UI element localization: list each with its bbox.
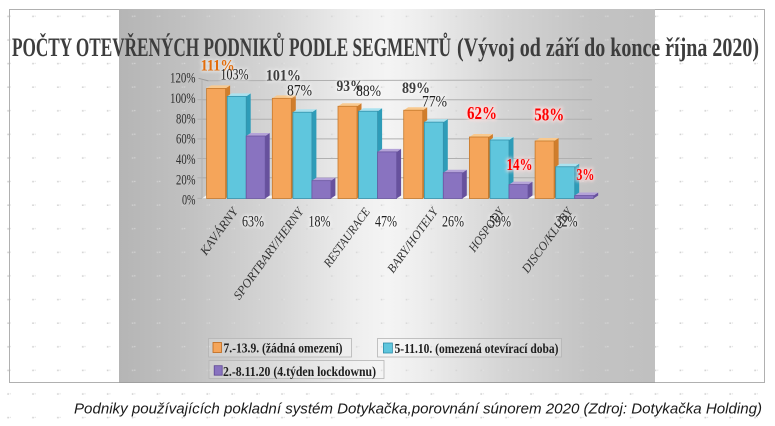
svg-text:77%: 77% — [422, 91, 447, 110]
svg-text:63%: 63% — [242, 212, 264, 231]
svg-text:60%: 60% — [176, 132, 196, 148]
svg-text:26%: 26% — [442, 212, 464, 231]
svg-text:93%: 93% — [337, 76, 364, 95]
svg-text:18%: 18% — [309, 212, 331, 231]
svg-text:88%: 88% — [356, 81, 381, 100]
svg-text:47%: 47% — [375, 212, 397, 231]
svg-text:103%: 103% — [221, 64, 249, 83]
svg-text:18%: 18% — [309, 212, 331, 231]
svg-text:77%: 77% — [422, 91, 447, 110]
svg-text:87%: 87% — [287, 80, 312, 99]
svg-text:Podniky používajících pokladní: Podniky používajících pokladní systém Do… — [74, 401, 762, 418]
svg-text:120%: 120% — [170, 71, 196, 87]
svg-text:103%: 103% — [221, 64, 249, 83]
svg-text:14%: 14% — [507, 155, 533, 174]
svg-text:47%: 47% — [375, 212, 397, 231]
svg-text:87%: 87% — [287, 80, 312, 99]
svg-text:101%: 101% — [266, 66, 301, 85]
svg-text:63%: 63% — [242, 212, 264, 231]
svg-text:89%: 89% — [402, 78, 430, 97]
svg-text:62%: 62% — [467, 103, 497, 123]
svg-text:101%: 101% — [266, 66, 301, 85]
svg-text:111%: 111% — [201, 56, 235, 75]
svg-text:111%: 111% — [201, 56, 235, 75]
svg-text:7.-13.9. (žádná omezení): 7.-13.9. (žádná omezení) — [224, 341, 343, 356]
svg-text:20%: 20% — [176, 172, 196, 188]
svg-text:2.-8.11.20 (4.týden lockdownu): 2.-8.11.20 (4.týden lockdownu) — [223, 364, 376, 379]
svg-text:0%: 0% — [182, 193, 196, 209]
svg-text:100%: 100% — [170, 91, 196, 107]
svg-text:26%: 26% — [442, 212, 464, 231]
svg-text:32%: 32% — [556, 212, 578, 231]
svg-text:(Vývoj od září do konce října: (Vývoj od září do konce října 2020) — [457, 32, 759, 62]
svg-text:3%: 3% — [576, 165, 594, 184]
svg-text:32%: 32% — [556, 212, 578, 231]
svg-text:62%: 62% — [467, 103, 497, 123]
svg-text:40%: 40% — [176, 152, 196, 168]
svg-text:88%: 88% — [356, 81, 381, 100]
svg-text:80%: 80% — [176, 111, 196, 127]
svg-text:59%: 59% — [489, 212, 511, 231]
svg-text:93%: 93% — [337, 76, 364, 95]
svg-text:14%: 14% — [507, 155, 533, 174]
svg-text:58%: 58% — [534, 105, 564, 125]
svg-text:3%: 3% — [576, 165, 594, 184]
svg-text:POČTY OTEVŘENÝCH PODNIKŮ PODLE: POČTY OTEVŘENÝCH PODNIKŮ PODLE SEGMENTŮ — [12, 31, 451, 62]
svg-text:58%: 58% — [534, 105, 564, 125]
svg-text:5-11.10. (omezená otevírací do: 5-11.10. (omezená otevírací doba) — [395, 341, 559, 356]
svg-text:89%: 89% — [402, 78, 430, 97]
svg-text:59%: 59% — [489, 212, 511, 231]
